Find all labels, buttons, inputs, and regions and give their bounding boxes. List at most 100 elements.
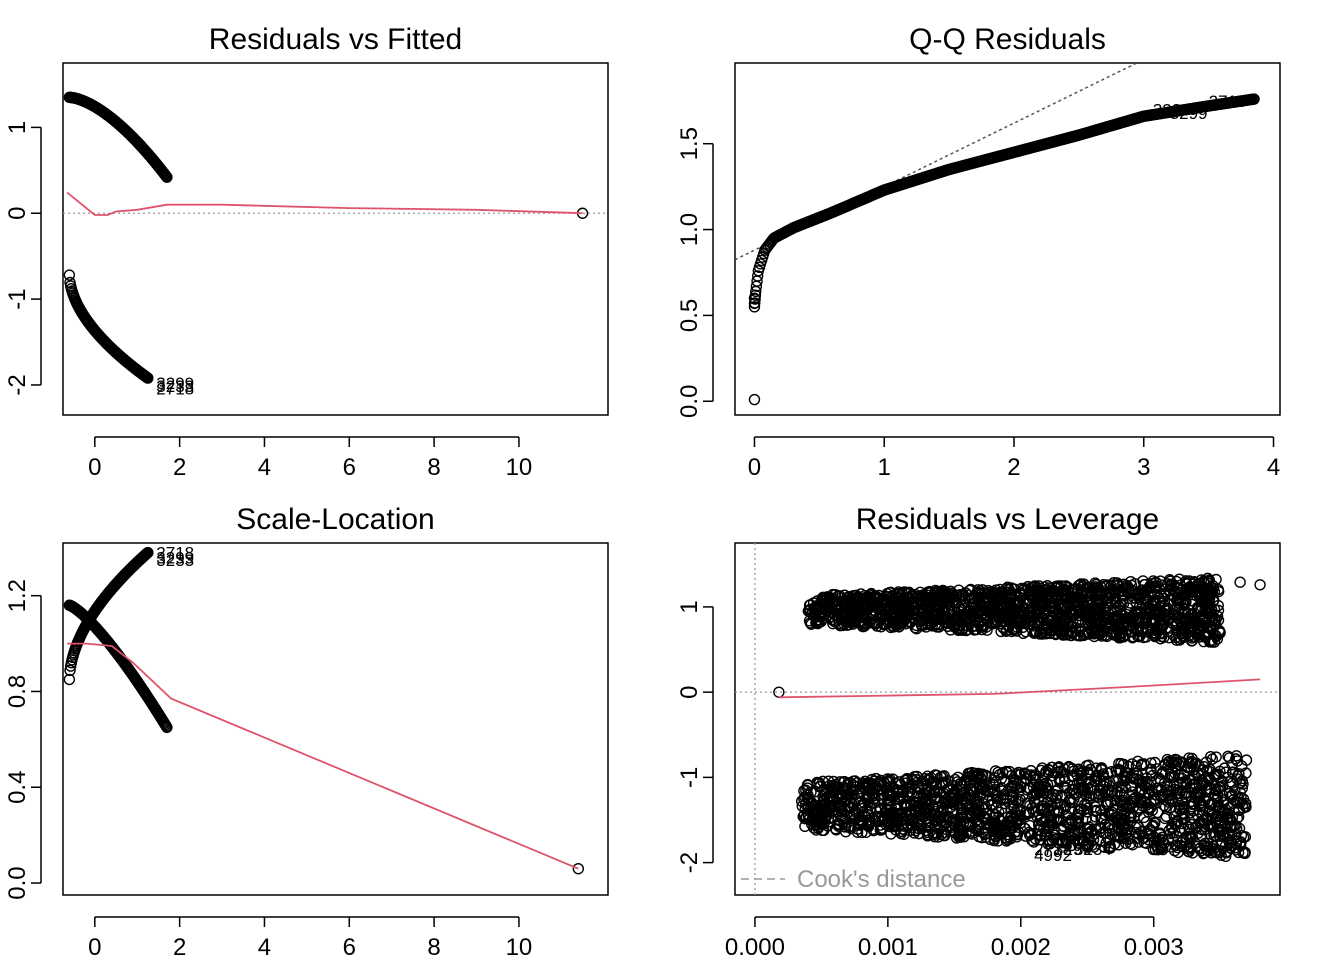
- data-point: [1130, 760, 1143, 772]
- data-point: [1109, 794, 1121, 807]
- data-point: [1053, 834, 1066, 846]
- data-point: [1019, 830, 1032, 842]
- data-point: [921, 830, 934, 842]
- x-tick-label: 2: [173, 454, 186, 481]
- x-tick-label: 0: [88, 454, 101, 481]
- data-point: [1149, 817, 1161, 829]
- data-point: [1150, 616, 1162, 628]
- point-label: 3299: [156, 374, 194, 393]
- data-point: [1114, 598, 1127, 610]
- data-point: [869, 789, 881, 802]
- data-point: [1186, 595, 1198, 607]
- data-point: [1180, 575, 1192, 587]
- data-point: [1230, 750, 1243, 762]
- data-point: [1149, 595, 1161, 607]
- data-point: [1143, 779, 1155, 791]
- data-point: [1099, 620, 1112, 632]
- data-point: [1097, 775, 1110, 787]
- data-point: [1105, 808, 1117, 820]
- data-point: [1177, 834, 1190, 846]
- data-point: [882, 775, 895, 787]
- data-point: [826, 611, 838, 623]
- data-point: [990, 776, 1002, 788]
- data-point: [1191, 809, 1204, 822]
- data-point: [142, 372, 154, 384]
- data-point: [1204, 798, 1217, 810]
- data-point: [850, 589, 862, 602]
- data-point: [1234, 786, 1246, 799]
- data-point: [1020, 613, 1032, 626]
- plot-title: Residuals vs Fitted: [209, 23, 462, 56]
- data-point: [1094, 628, 1106, 641]
- x-tick-label: 4: [258, 934, 271, 960]
- data-point: [874, 824, 886, 836]
- data-point: [1193, 605, 1206, 618]
- x-tick-label: 3: [1137, 454, 1150, 481]
- smooth-line: [66, 191, 583, 216]
- data-point: [809, 815, 821, 827]
- data-point: [1014, 806, 1026, 818]
- data-point: [142, 546, 154, 559]
- data-point: [922, 826, 934, 839]
- data-point: [1092, 791, 1105, 803]
- data-point: [1248, 93, 1260, 105]
- data-point: [1055, 765, 1067, 777]
- data-point: [851, 826, 864, 838]
- data-point: [1109, 830, 1122, 842]
- data-point: [957, 588, 970, 601]
- data-point: [962, 589, 975, 601]
- data-point: [837, 776, 850, 788]
- data-point: [804, 603, 816, 615]
- data-point: [1146, 628, 1158, 640]
- data-point: [1058, 771, 1070, 783]
- data-point: [1188, 763, 1200, 776]
- data-point: [903, 616, 915, 628]
- plot-frame: [734, 542, 1281, 896]
- data-point: [1163, 574, 1176, 586]
- data-point: [1077, 629, 1090, 642]
- data-point: [986, 617, 998, 630]
- data-point: [839, 821, 851, 833]
- data-point: [999, 615, 1011, 627]
- point-label: 2718: [156, 544, 194, 563]
- data-point: [1171, 815, 1184, 828]
- data-point: [1223, 787, 1236, 800]
- data-point: [1026, 620, 1039, 632]
- data-point: [906, 773, 918, 785]
- plot-frame: [62, 542, 609, 896]
- data-point: [807, 606, 819, 618]
- data-point: [881, 595, 893, 608]
- data-point: [1051, 789, 1063, 801]
- data-point: [1223, 829, 1236, 841]
- data-point: [1156, 619, 1168, 632]
- data-point: [1103, 613, 1115, 626]
- data-point: [1028, 788, 1040, 800]
- data-point: [1159, 812, 1171, 825]
- data-point: [1197, 764, 1209, 776]
- data-point: [1014, 605, 1027, 617]
- data-point: [953, 813, 966, 826]
- data-point: [1126, 786, 1139, 798]
- data-point: [845, 603, 857, 615]
- data-point: [896, 587, 908, 599]
- data-point: [1059, 782, 1072, 794]
- data-point: [916, 800, 929, 813]
- plot-title: Q-Q Residuals: [909, 23, 1106, 56]
- data-point: [984, 776, 996, 789]
- data-point: [1104, 619, 1117, 631]
- data-point: [1050, 580, 1062, 593]
- data-point: [961, 802, 973, 814]
- x-tick-label: 8: [427, 454, 440, 481]
- data-point: [938, 587, 950, 599]
- data-point: [856, 598, 869, 610]
- data-point: [817, 600, 829, 612]
- data-point: [748, 292, 761, 304]
- data-point: [798, 785, 810, 797]
- data-point: [963, 771, 975, 783]
- data-point: [1074, 767, 1086, 780]
- data-point: [980, 770, 992, 782]
- data-point: [885, 780, 897, 793]
- data-point: [988, 811, 1001, 824]
- y-tick-label: 1: [4, 121, 31, 134]
